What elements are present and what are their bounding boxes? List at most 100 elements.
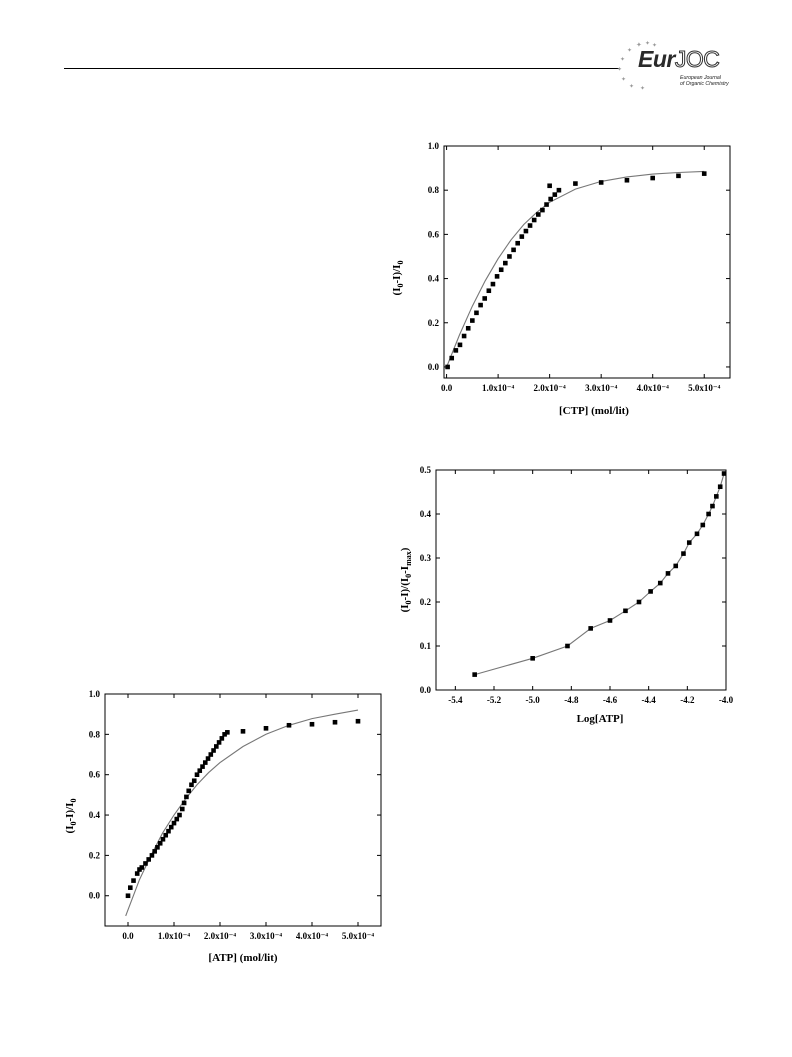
x-tick-label: -4.2 (680, 695, 695, 705)
logo-subtitle-line1: European Journal (680, 75, 721, 81)
data-point (449, 355, 455, 361)
svg-text:✦: ✦ (645, 40, 650, 47)
data-point (152, 849, 157, 854)
y-tick-label: 0.3 (420, 553, 432, 563)
data-point (157, 840, 163, 846)
plot-frame (104, 693, 382, 927)
tick-labels: 0.0 1.0x10⁻⁴ 2.0x10⁻⁴ 3.0x10⁻⁴ 4.0x10⁻⁴ 5.0x1… (428, 141, 721, 393)
data-point (552, 192, 558, 197)
data-point (263, 725, 269, 731)
data-point (482, 296, 488, 301)
y-tick-label: 0.8 (428, 185, 440, 195)
x-axis-label: [CTP] (mol/lit) (559, 405, 629, 417)
data-point (588, 626, 593, 631)
x-tick-label: 1.0x10⁻⁴ (482, 383, 515, 393)
plot-border (443, 145, 731, 379)
data-point (519, 234, 525, 239)
data-point (623, 608, 628, 614)
svg-text:✦: ✦ (620, 56, 625, 63)
x-tick-label: -4.4 (642, 695, 657, 705)
data-point (128, 885, 133, 890)
fit-line (125, 709, 359, 917)
y-tick-label: 0.6 (89, 770, 101, 780)
data-point (125, 893, 131, 899)
data-point (179, 806, 185, 812)
data-point (714, 494, 719, 499)
data-point (465, 325, 471, 331)
data-point (544, 202, 549, 207)
data-point (598, 180, 604, 185)
data-point (681, 551, 686, 556)
data-point (191, 778, 197, 784)
axis-ticks (436, 469, 727, 691)
fit-line (474, 473, 725, 676)
atp-quenching-chart: 0.0 1.0x10⁻⁴ 2.0x10⁻⁴ 3.0x10⁻⁴ 4.0x10⁻⁴ 5.0x1… (64, 689, 382, 964)
y-tick-label: 0.2 (420, 597, 432, 607)
data-point (146, 857, 151, 862)
data-point (721, 471, 727, 476)
y-tick-label: 0.5 (420, 465, 432, 475)
data-point (573, 181, 578, 186)
x-axis-label: Log[ATP] (577, 713, 624, 725)
y-tick-label: 1.0 (89, 689, 101, 699)
data-point (548, 196, 553, 202)
plot-border (435, 469, 727, 691)
data-point (200, 764, 205, 769)
data-point (490, 281, 496, 287)
data-point (648, 589, 653, 594)
data-point (673, 563, 679, 569)
data-point (457, 342, 463, 348)
axis-ticks (444, 145, 730, 378)
data-points (445, 171, 707, 370)
y-tick-label: 0.2 (89, 850, 101, 860)
y-tick-label: 0.0 (420, 685, 432, 695)
y-tick-label: 0.4 (89, 810, 101, 820)
y-tick-label: 0.1 (420, 641, 432, 651)
data-point (189, 782, 194, 788)
data-point (160, 836, 166, 842)
data-point (530, 656, 535, 661)
x-tick-label: -4.8 (564, 695, 579, 705)
x-tick-label: -5.4 (448, 695, 463, 705)
svg-text:✦: ✦ (621, 76, 626, 83)
data-point (607, 618, 613, 623)
x-tick-label: 3.0x10⁻⁴ (250, 931, 283, 941)
data-point (205, 756, 211, 761)
y-tick-label: 0.4 (428, 274, 440, 284)
data-point (332, 719, 338, 725)
x-axis-label: [ATP] (mol/lit) (208, 952, 277, 964)
x-tick-label: -5.0 (526, 695, 541, 705)
x-tick-label: -4.6 (603, 695, 618, 705)
fit-curve (474, 473, 725, 676)
data-points (125, 718, 361, 899)
data-point (211, 748, 216, 753)
logo-subtitle: European Journal of Organic Chemistry (680, 75, 729, 87)
data-point (531, 217, 537, 223)
x-tick-label: 4.0x10⁻⁴ (296, 931, 329, 941)
data-point (184, 794, 189, 800)
data-point (556, 187, 562, 193)
x-tick-label: -4.0 (719, 695, 734, 705)
data-point (676, 173, 681, 179)
data-point (700, 522, 706, 528)
data-point (494, 274, 500, 279)
data-point (453, 348, 459, 353)
plot-frame (443, 145, 731, 379)
data-point (181, 800, 187, 806)
data-point (131, 878, 136, 883)
data-point (694, 531, 700, 537)
fit-curve (125, 709, 359, 917)
data-point (498, 267, 504, 273)
data-point (149, 853, 155, 858)
data-point (507, 254, 512, 259)
data-point (177, 812, 182, 818)
logo-subtitle-line2: of Organic Chemistry (680, 81, 729, 87)
svg-text:✦: ✦ (652, 42, 657, 49)
x-tick-label: 0.0 (122, 931, 134, 941)
data-point (511, 247, 516, 253)
data-point (194, 772, 200, 777)
data-point (309, 721, 315, 727)
y-tick-label: 0.4 (420, 509, 432, 519)
plot-frame (435, 469, 727, 691)
svg-text:✦: ✦ (627, 47, 632, 54)
